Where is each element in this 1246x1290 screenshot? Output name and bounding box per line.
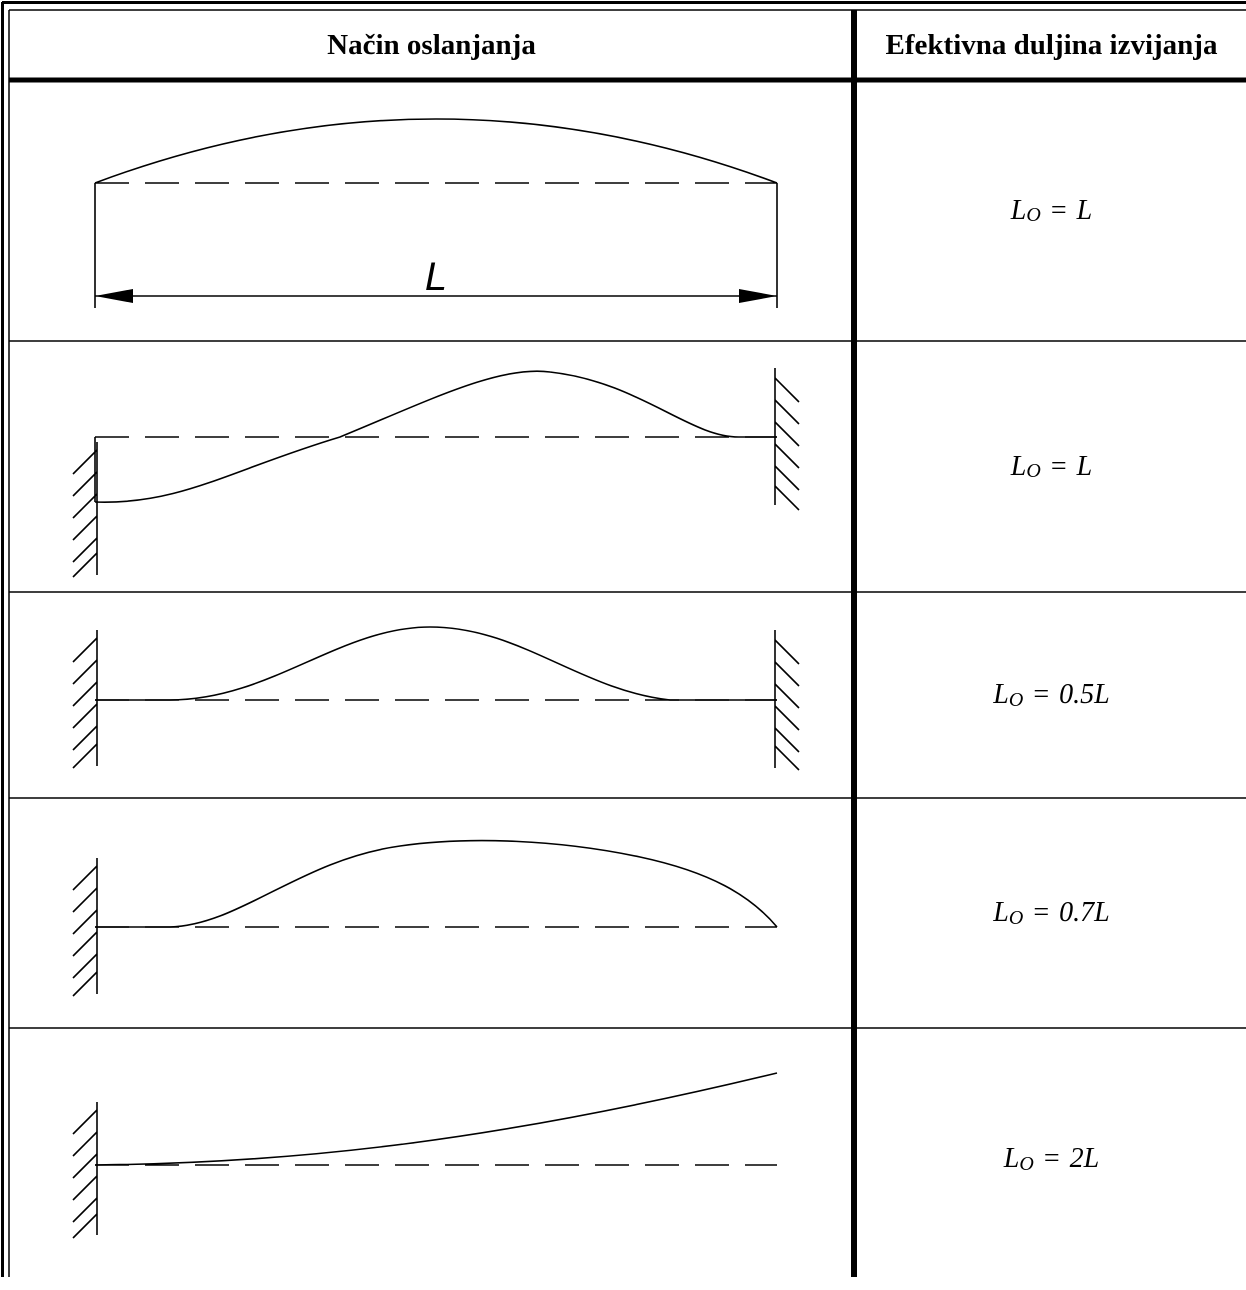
fixed-support-left bbox=[72, 442, 98, 578]
formula-subscript: O bbox=[1026, 460, 1041, 482]
diagram-fixed-fixed bbox=[72, 626, 800, 771]
formula-value: 0.7L bbox=[1059, 897, 1110, 928]
header-effective-length: Efektivna duljina izvijanja bbox=[885, 28, 1218, 61]
formula-row-1: L O = L bbox=[857, 80, 1246, 341]
formula-row-5: L O = 2L bbox=[857, 1028, 1246, 1290]
formula-row-4: L O = 0.7L bbox=[857, 798, 1246, 1028]
buckled-shape bbox=[94, 370, 777, 503]
buckled-shape bbox=[94, 118, 778, 184]
formula-value: L bbox=[1076, 194, 1093, 226]
equals-sign: = bbox=[1033, 679, 1050, 710]
formula-subscript: O bbox=[1026, 204, 1041, 226]
diagram-fixed-pinned bbox=[72, 839, 778, 997]
fixed-support-right bbox=[774, 630, 800, 771]
formula-subscript: O bbox=[1019, 1152, 1034, 1175]
formula-symbol: L bbox=[1010, 450, 1027, 482]
length-label: L bbox=[425, 255, 447, 299]
fixed-support-left bbox=[72, 858, 98, 997]
formula-value: L bbox=[1076, 450, 1093, 482]
formula-subscript: O bbox=[1008, 906, 1024, 929]
formula-symbol: L bbox=[993, 679, 1009, 710]
arrowhead-right bbox=[739, 289, 777, 303]
fixed-support-left bbox=[72, 1102, 98, 1239]
diagram-fixed-free bbox=[72, 1072, 778, 1239]
fixed-support-left bbox=[72, 630, 98, 769]
formula-symbol: L bbox=[993, 897, 1009, 928]
formula-value: 2L bbox=[1069, 1143, 1100, 1174]
equals-sign: = bbox=[1050, 194, 1067, 226]
equals-sign: = bbox=[1033, 897, 1050, 928]
buckled-shape bbox=[95, 626, 777, 701]
diagram-pinned-pinned: L bbox=[94, 118, 778, 308]
header-support-type: Način oslanjanja bbox=[327, 28, 536, 61]
formula-row-2: L O = L bbox=[857, 341, 1246, 592]
formula-row-3: L O = 0.5L bbox=[857, 592, 1246, 798]
fixed-support-right bbox=[774, 368, 800, 511]
buckled-shape bbox=[95, 839, 778, 928]
formula-symbol: L bbox=[1003, 1143, 1020, 1174]
formula-value: 0.5L bbox=[1059, 679, 1110, 710]
diagram-fixed-sway bbox=[72, 368, 800, 578]
arrowhead-left bbox=[95, 289, 133, 303]
buckled-shape bbox=[94, 1072, 778, 1166]
formula-symbol: L bbox=[1010, 194, 1027, 226]
equals-sign: = bbox=[1043, 1143, 1060, 1174]
equals-sign: = bbox=[1050, 450, 1067, 482]
formula-subscript: O bbox=[1008, 688, 1024, 711]
